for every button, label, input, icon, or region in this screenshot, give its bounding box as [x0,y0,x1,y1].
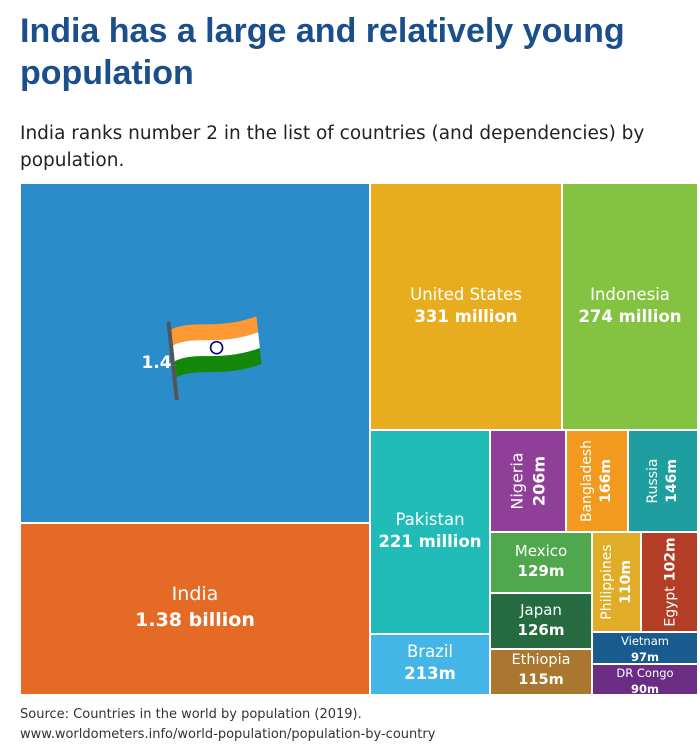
tile-label-vietnam: Vietnam [621,634,669,648]
tile-label-indonesia: Indonesia [590,285,670,304]
tile-united-states: United States 331 million [370,183,562,430]
india-flag-icon [166,316,262,400]
tile-label-japan: Japan [520,601,562,619]
tile-dr-congo: DR Congo 90m [592,664,698,695]
tile-label-bangladesh: Bangladesh [579,439,596,523]
tile-value-nigeria: 206m [529,455,548,507]
tile-vietnam: Vietnam 97m [592,632,698,664]
tile-value-indonesia: 274 million [578,307,682,327]
tile-label-dr-congo: DR Congo [616,666,674,680]
tile-value-egypt: 102m [662,537,679,582]
tile-label-egypt: Egypt [662,586,679,627]
tile-label-nigeria: Nigeria [507,452,527,510]
tile-bangladesh: Bangladesh 166m [566,430,628,532]
tile-mexico: Mexico 129m [490,532,592,593]
tile-label-pakistan: Pakistan [395,510,465,529]
tile-value-brazil: 213m [404,664,456,684]
tile-brazil: Brazil 213m [370,634,490,695]
tile-value-vietnam: 97m [631,649,659,664]
tile-japan: Japan 126m [490,593,592,649]
chart-title: India has a large and relatively young p… [20,12,625,92]
tile-value-ethiopia: 115m [518,671,564,688]
tile-nigeria: Nigeria 206m [490,430,566,532]
tile-label-mexico: Mexico [514,542,568,560]
tile-pakistan: Pakistan 221 million [370,430,490,634]
chart-subtitle: India ranks number 2 in the list of coun… [20,123,645,171]
tile-value-dr-congo: 90m [631,681,659,695]
tile-value-russia: 146m [664,459,680,503]
tile-value-mexico: 129m [517,562,565,581]
tile-value-india: 1.38 billion [135,608,255,631]
tile-russia: Russia 146m [628,430,698,532]
tile-label-united-states: United States [410,285,522,304]
tile-indonesia: Indonesia 274 million [562,183,698,430]
tile-label-philippines: Philippines [598,544,615,620]
tile-philippines: Philippines 110m [592,532,641,632]
tile-egypt: Egypt 102m [641,532,698,632]
tile-value-bangladesh: 166m [598,459,614,503]
treemap: China1.44 billionIndia1.38 billionUnited… [20,183,698,695]
tile-value-philippines: 110m [617,560,634,604]
tile-label-india: India [171,583,219,605]
source-url: www.worldometers.info/world-population/p… [20,727,436,742]
tile-india: India 1.38 billion [20,523,370,695]
tile-label-ethiopia: Ethiopia [511,652,571,668]
tile-value-pakistan: 221 million [378,532,482,552]
tile-value-united-states: 331 million [414,307,518,327]
tile-label-brazil: Brazil [406,642,454,661]
tile-ethiopia: Ethiopia 115m [490,649,592,695]
source-note: Source: Countries in the world by popula… [20,705,435,745]
tile-value-japan: 126m [517,621,565,640]
source-line-1: Source: Countries in the world by popula… [20,707,362,722]
tile-label-russia: Russia [645,458,662,504]
